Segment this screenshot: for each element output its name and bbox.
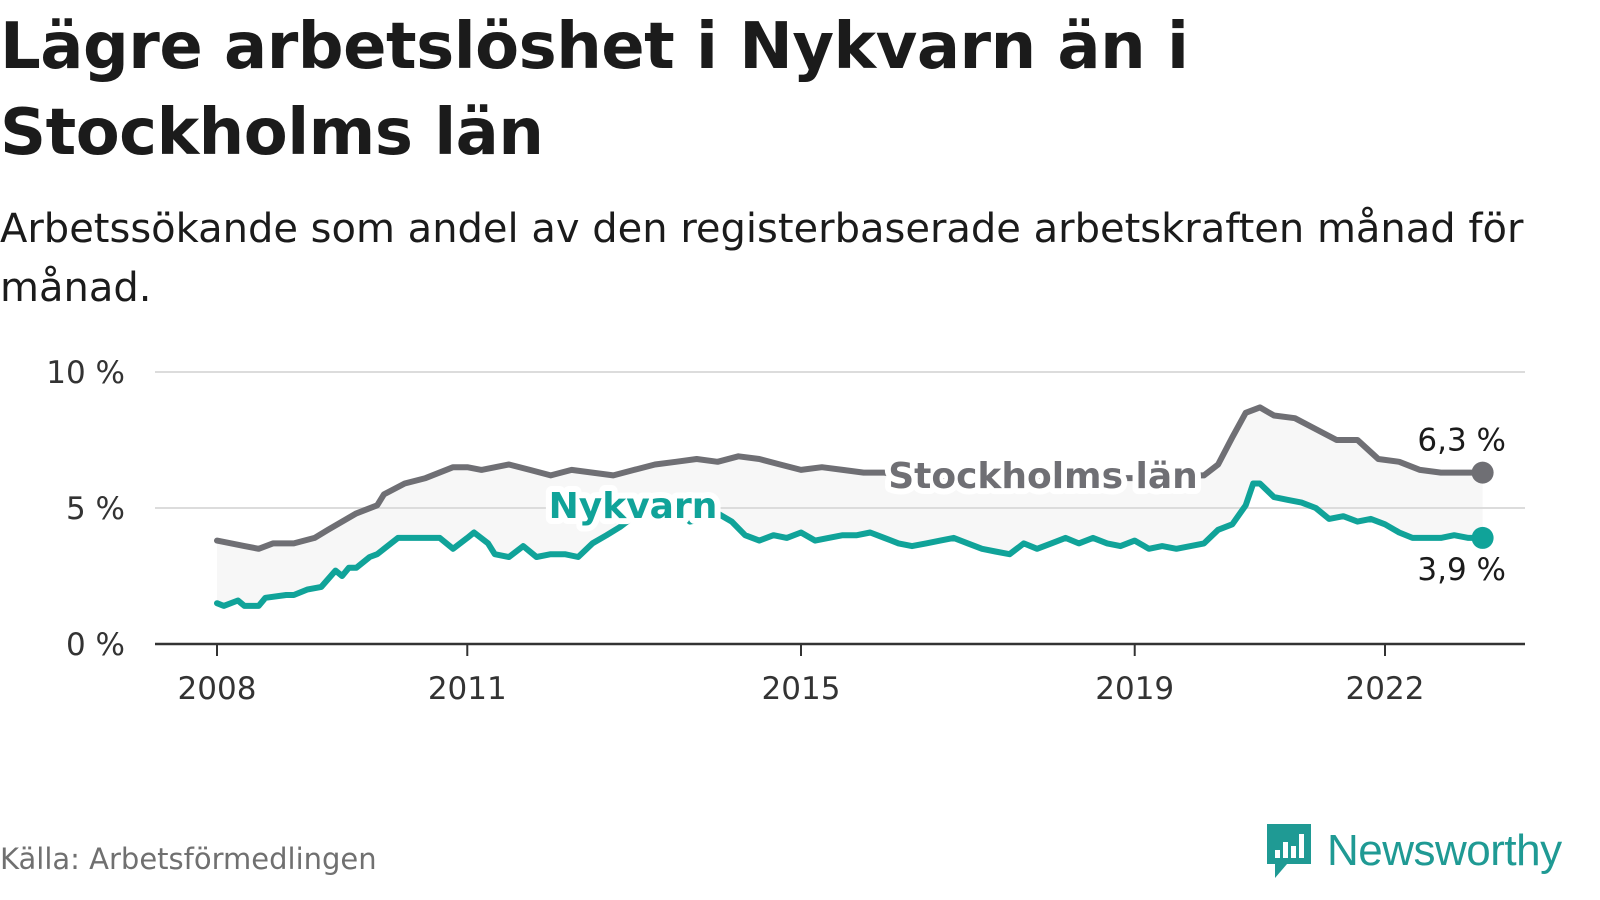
series-line-stockholm: [214, 404, 1486, 552]
end-point-nykvarn: [1471, 526, 1494, 549]
x-tick-label: 2019: [1095, 671, 1174, 707]
y-tick-label: 10 %: [46, 355, 125, 391]
x-tick-label: 2011: [428, 671, 507, 707]
chart-subtitle: Arbetssökande som andel av den registerb…: [0, 206, 1524, 311]
end-label-stockholm: 6,3 %: [1417, 423, 1506, 459]
series-label-nykvarn: Nykvarn: [549, 486, 718, 527]
newsworthy-logo-icon: [1267, 824, 1311, 878]
end-label-nykvarn: 3,9 %: [1417, 552, 1506, 588]
x-tick-label: 2008: [178, 671, 257, 707]
end-point-stockholm: [1471, 461, 1494, 484]
series-label-stockholm: Stockholms län: [888, 456, 1198, 497]
y-tick-label: 5 %: [66, 491, 125, 527]
chart-title: Lägre arbetslöshet i Nykvarn än i Stockh…: [0, 10, 1189, 170]
x-tick-label: 2022: [1346, 671, 1425, 707]
series-line-nykvarn: [214, 480, 1486, 609]
source-note: Källa: Arbetsförmedlingen: [0, 842, 377, 876]
brand-name: Newsworthy: [1327, 826, 1562, 875]
y-tick-label: 0 %: [66, 627, 125, 663]
newsworthy-logo[interactable]: Newsworthy: [1265, 822, 1562, 880]
x-tick-label: 2015: [762, 671, 841, 707]
series-gap-band: [217, 407, 1483, 606]
